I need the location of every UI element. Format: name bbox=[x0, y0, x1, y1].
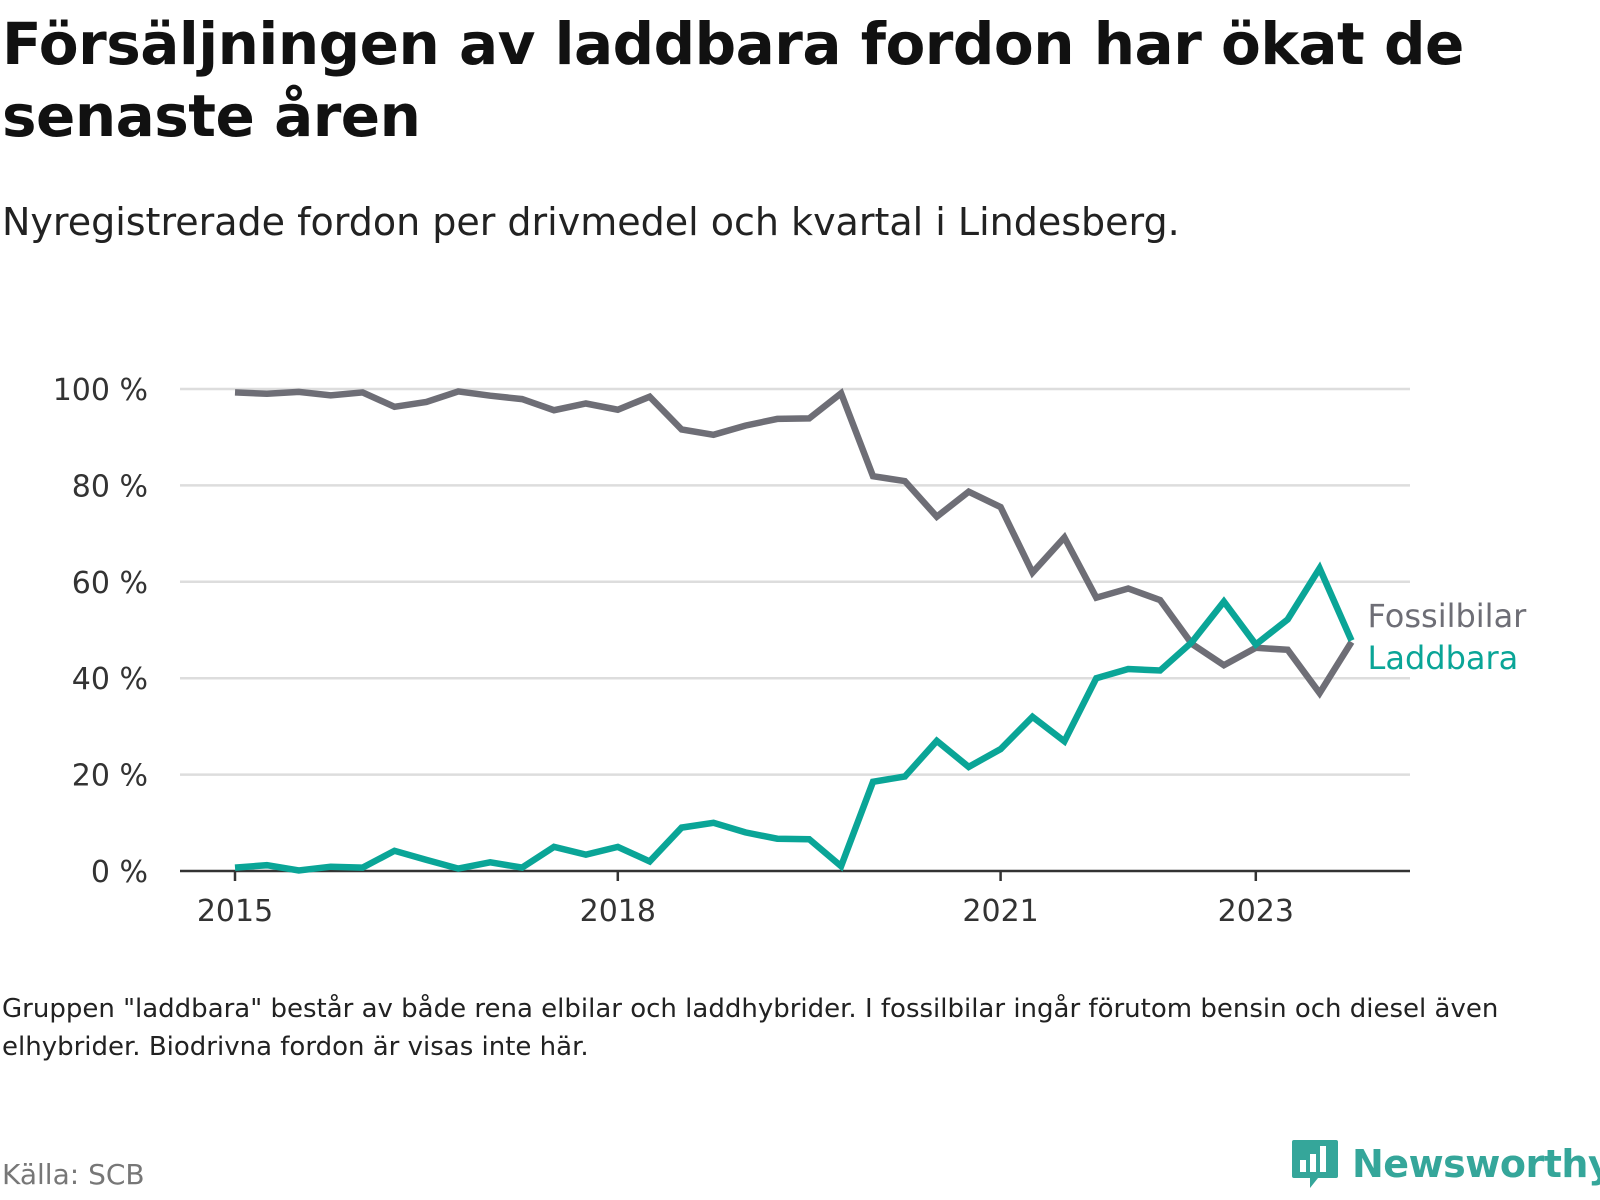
y-tick-label: 80 % bbox=[72, 469, 148, 504]
x-tick-label: 2018 bbox=[580, 894, 656, 929]
brand-name: Newsworthy bbox=[1352, 1142, 1600, 1186]
x-tick-label: 2015 bbox=[197, 894, 273, 929]
source-label: Källa: SCB bbox=[2, 1158, 145, 1191]
y-tick-label: 40 % bbox=[72, 662, 148, 697]
series-line-laddbara bbox=[234, 561, 1355, 874]
grid-lines bbox=[180, 387, 1410, 776]
x-tick-label: 2021 bbox=[962, 894, 1038, 929]
x-axis-ticks: 2015 2018 2021 2023 bbox=[197, 871, 1294, 929]
series-label-laddbara: Laddbara bbox=[1368, 639, 1519, 677]
y-tick-label: 20 % bbox=[72, 759, 148, 794]
series-line-fossilbilar bbox=[234, 388, 1355, 699]
brand-logo: Newsworthy bbox=[1290, 1138, 1600, 1190]
x-tick-label: 2023 bbox=[1218, 894, 1294, 929]
footnote: Gruppen "laddbara" består av både rena e… bbox=[2, 994, 1499, 1062]
chart-title: Försäljningen av laddbara fordon har öka… bbox=[2, 10, 1464, 150]
series-label-fossilbilar: Fossilbilar bbox=[1368, 597, 1528, 635]
y-tick-label: 100 % bbox=[53, 373, 148, 408]
y-axis-ticks: 0 % 20 % 40 % 60 % 80 % 100 % bbox=[53, 373, 148, 890]
chart-bubble-icon bbox=[1292, 1140, 1338, 1188]
y-tick-label: 60 % bbox=[72, 566, 148, 601]
series-lines bbox=[234, 388, 1355, 874]
chart-subtitle: Nyregistrerade fordon per drivmedel och … bbox=[2, 200, 1180, 244]
line-chart: 0 % 20 % 40 % 60 % 80 % 100 % 2015 2018 2021 202… bbox=[53, 373, 1528, 929]
y-tick-label: 0 % bbox=[91, 855, 148, 890]
